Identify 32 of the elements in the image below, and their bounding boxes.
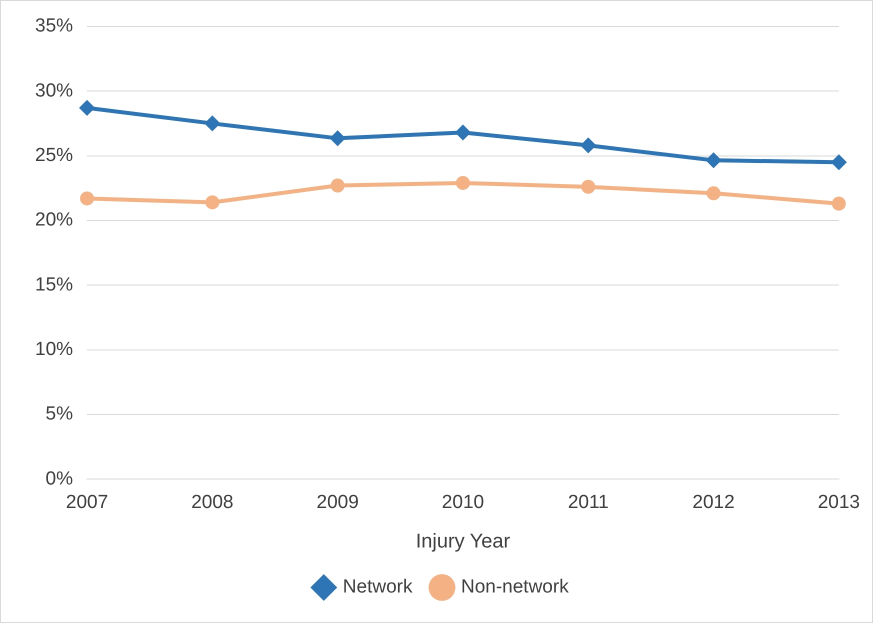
- legend-label: Non-network: [460, 576, 570, 598]
- point: [330, 178, 345, 193]
- x-tick-label: 2012: [692, 492, 735, 513]
- x-tick-label: 2007: [66, 492, 108, 513]
- point: [80, 191, 94, 206]
- point: [706, 186, 721, 200]
- y-tick-label: 5%: [46, 404, 74, 425]
- point: [580, 137, 596, 154]
- y-tick-label: 20%: [34, 210, 74, 231]
- x-tick-label: 2011: [568, 492, 609, 513]
- x-axis-title: Injury Year: [416, 530, 511, 553]
- point: [79, 100, 96, 116]
- point: [456, 176, 470, 190]
- x-tick-label: 2008: [191, 492, 234, 513]
- point: [830, 154, 847, 170]
- x-tick-label: 2010: [442, 492, 484, 513]
- y-tick-label: 10%: [34, 339, 74, 360]
- point: [581, 180, 596, 194]
- point: [832, 196, 846, 211]
- point: [330, 130, 346, 146]
- y-tick-label: 25%: [34, 145, 74, 166]
- y-tick-label: 30%: [34, 80, 74, 102]
- y-tick-label: 35%: [34, 16, 74, 37]
- point: [204, 115, 220, 132]
- point: [205, 195, 220, 210]
- y-tick-label: 15%: [34, 274, 74, 296]
- point: [706, 152, 722, 168]
- legend-label: Network: [342, 576, 413, 598]
- x-tick-label: 2009: [316, 492, 359, 513]
- x-tick-label: 2013: [818, 492, 860, 513]
- point: [454, 124, 471, 140]
- y-tick-label: 0%: [46, 468, 74, 490]
